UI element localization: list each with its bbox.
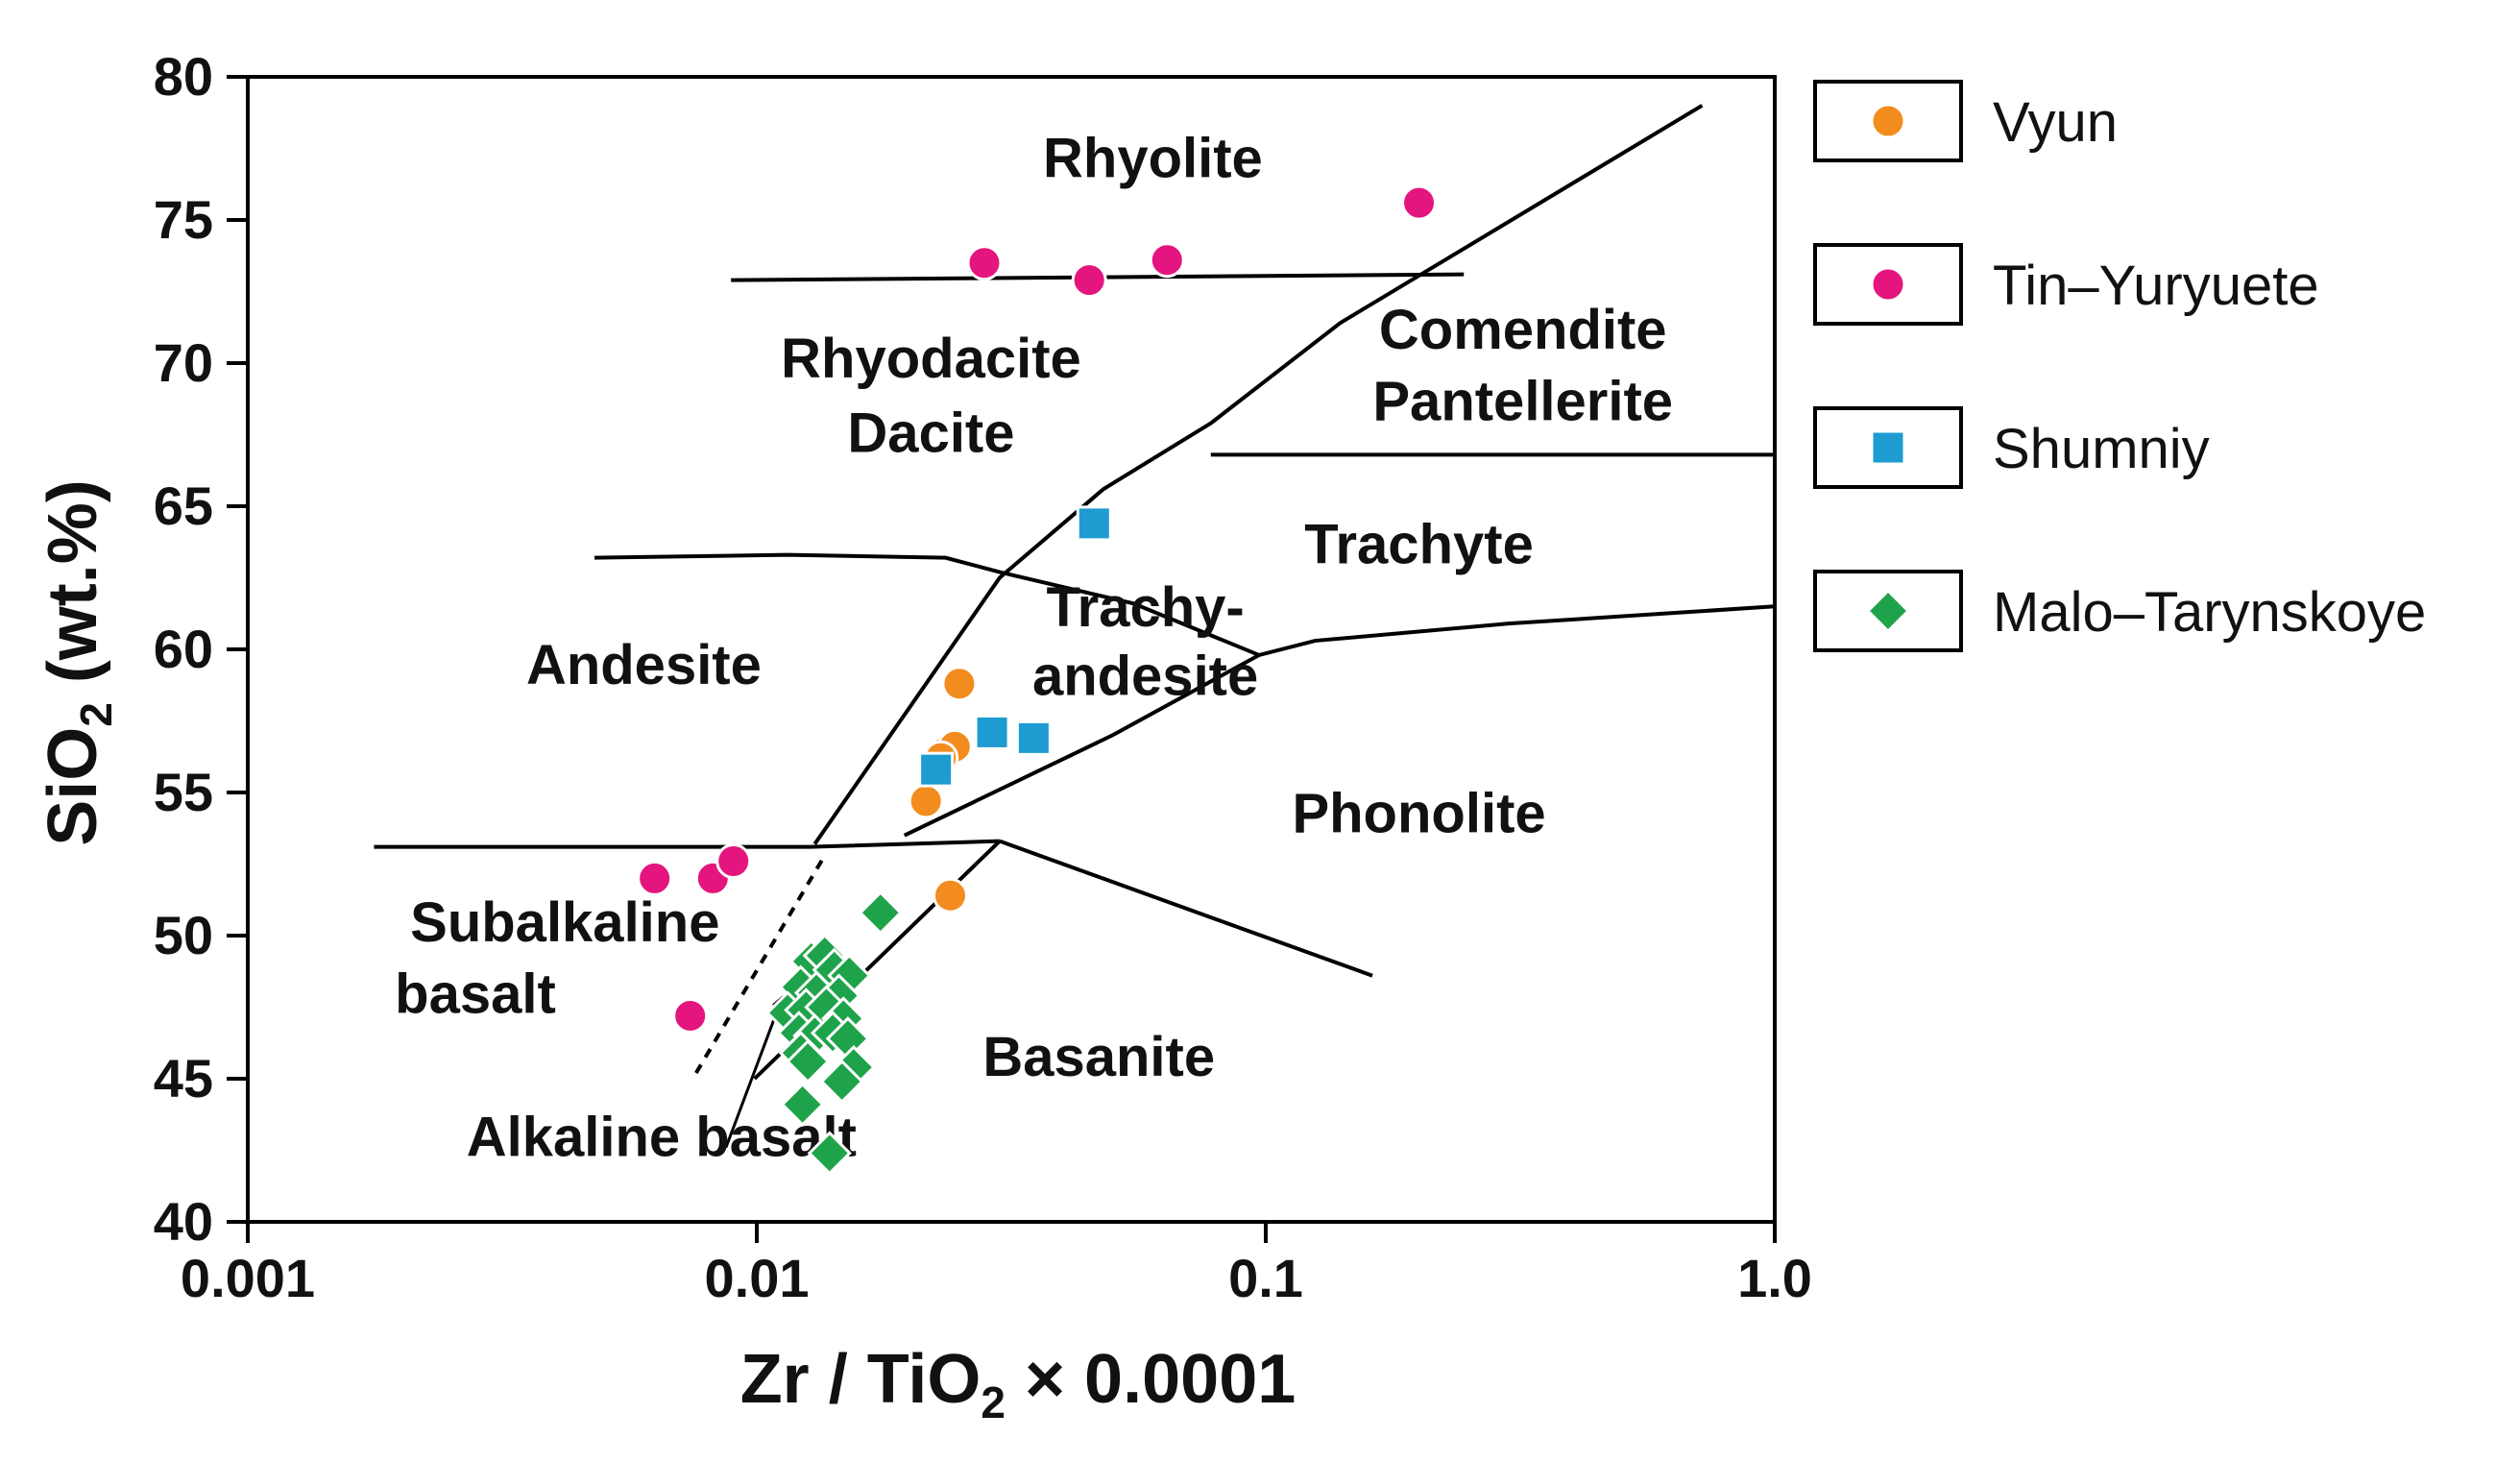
y-tick-label-5: 65 [154, 475, 213, 536]
point-series3-19 [819, 1059, 864, 1105]
point-series2-1 [918, 751, 955, 788]
x-tick-label-3: 1.0 [1737, 1248, 1812, 1308]
legend-label-0: Vyun [1993, 91, 2118, 154]
y-axis-label: SiO2 (wt.%) [35, 479, 121, 846]
alkaline-basalt-arrow [724, 999, 782, 1149]
field-label-7: andesite [1032, 646, 1258, 708]
field-label-11: basalt [395, 962, 556, 1025]
axes: 40 45 50 55 60 65 70 75 80 0.001 0.01 0.1 1.0 [154, 46, 1812, 1308]
point-series2-2 [974, 714, 1010, 750]
field-label-10: Subalkaline [410, 891, 719, 954]
field-label-4: Pantellerite [1372, 371, 1673, 433]
x-tick-label-2: 0.1 [1228, 1248, 1303, 1308]
point-series0-5 [933, 877, 969, 914]
field-label-2: Dacite [847, 402, 1014, 464]
point-series3-17 [786, 1038, 831, 1084]
dashed-boundary-line [694, 854, 827, 1075]
x-axis-label: Zr / TiO2 × 0.0001 [740, 1341, 1296, 1427]
x-tick-label-0: 0.001 [181, 1248, 315, 1308]
point-series3-21 [807, 1131, 852, 1176]
point-series3-20 [780, 1082, 825, 1127]
field-label-3: Comendite [1379, 299, 1667, 361]
field-label-0: Rhyolite [1043, 127, 1263, 189]
y-tick-label-6: 70 [154, 332, 213, 393]
y-tick-label-4: 60 [154, 619, 213, 679]
field-boundaries [374, 104, 1776, 1149]
point-series1-1 [966, 245, 1003, 281]
boundary-line-6 [999, 839, 1373, 978]
y-tick-label-8: 80 [154, 46, 213, 107]
point-series0-0 [941, 666, 978, 702]
legend-box-0 [1813, 80, 1963, 162]
boundary-line-3 [594, 552, 1260, 657]
field-label-9: Phonolite [1292, 783, 1545, 845]
legend-marker-3 [1865, 588, 1911, 634]
data-points [637, 184, 1438, 1176]
legend-label-1: Tin–Yuryuete [1993, 255, 2319, 317]
boundary-line-5 [374, 839, 1000, 849]
legend-label-3: Malo–Tarynskoye [1993, 581, 2426, 644]
field-label-13: Alkaline basalt [467, 1106, 857, 1168]
y-tick-label-1: 45 [154, 1048, 213, 1109]
field-label-5: Trachyte [1304, 514, 1534, 576]
legend-marker-0 [1870, 103, 1906, 139]
point-series0-4 [908, 783, 944, 819]
x-tick-label-1: 0.01 [705, 1248, 810, 1308]
legend-marker-2 [1870, 429, 1906, 466]
x-axis-label-sub: 2 [981, 1377, 1006, 1427]
point-series1-6 [715, 843, 752, 880]
point-series2-0 [1076, 505, 1112, 542]
y-axis-label-main: SiO [35, 727, 111, 846]
field-label-8: Andesite [526, 634, 762, 696]
y-tick-label-3: 55 [154, 762, 213, 822]
x-axis-label-main: Zr / TiO [740, 1341, 981, 1418]
point-series1-3 [1149, 242, 1185, 279]
y-tick-label-0: 40 [154, 1191, 213, 1252]
point-series1-4 [637, 860, 673, 896]
point-series3-0 [858, 890, 903, 936]
point-series1-0 [1401, 184, 1438, 221]
boundary-line-1 [812, 104, 1704, 845]
point-series1-2 [1071, 262, 1107, 299]
point-series1-7 [672, 997, 709, 1034]
field-label-12: Basanite [982, 1026, 1215, 1088]
point-series2-3 [1015, 719, 1052, 756]
y-tick-label-7: 75 [154, 189, 213, 250]
x-axis-label-suffix: × 0.0001 [1006, 1341, 1296, 1418]
y-axis-title: SiO2 (wt.%) [35, 479, 121, 846]
y-axis-label-suffix: (wt.%) [35, 479, 111, 702]
legend-label-2: Shumniy [1993, 418, 2210, 480]
field-label-1: Rhyodacite [781, 328, 1081, 390]
field-label-6: Trachy- [1046, 576, 1244, 639]
y-tick-label-2: 50 [154, 905, 213, 965]
legend-marker-1 [1870, 266, 1906, 303]
field-labels: Rhyolite Rhyodacite Dacite Comendite Pantell… [395, 127, 1673, 1168]
boundary-line-4 [903, 604, 1776, 838]
legend: Vyun Tin–Yuryuete Shumniy Malo–Tarynskoye [1813, 80, 2426, 652]
y-axis-label-sub: 2 [71, 702, 121, 727]
